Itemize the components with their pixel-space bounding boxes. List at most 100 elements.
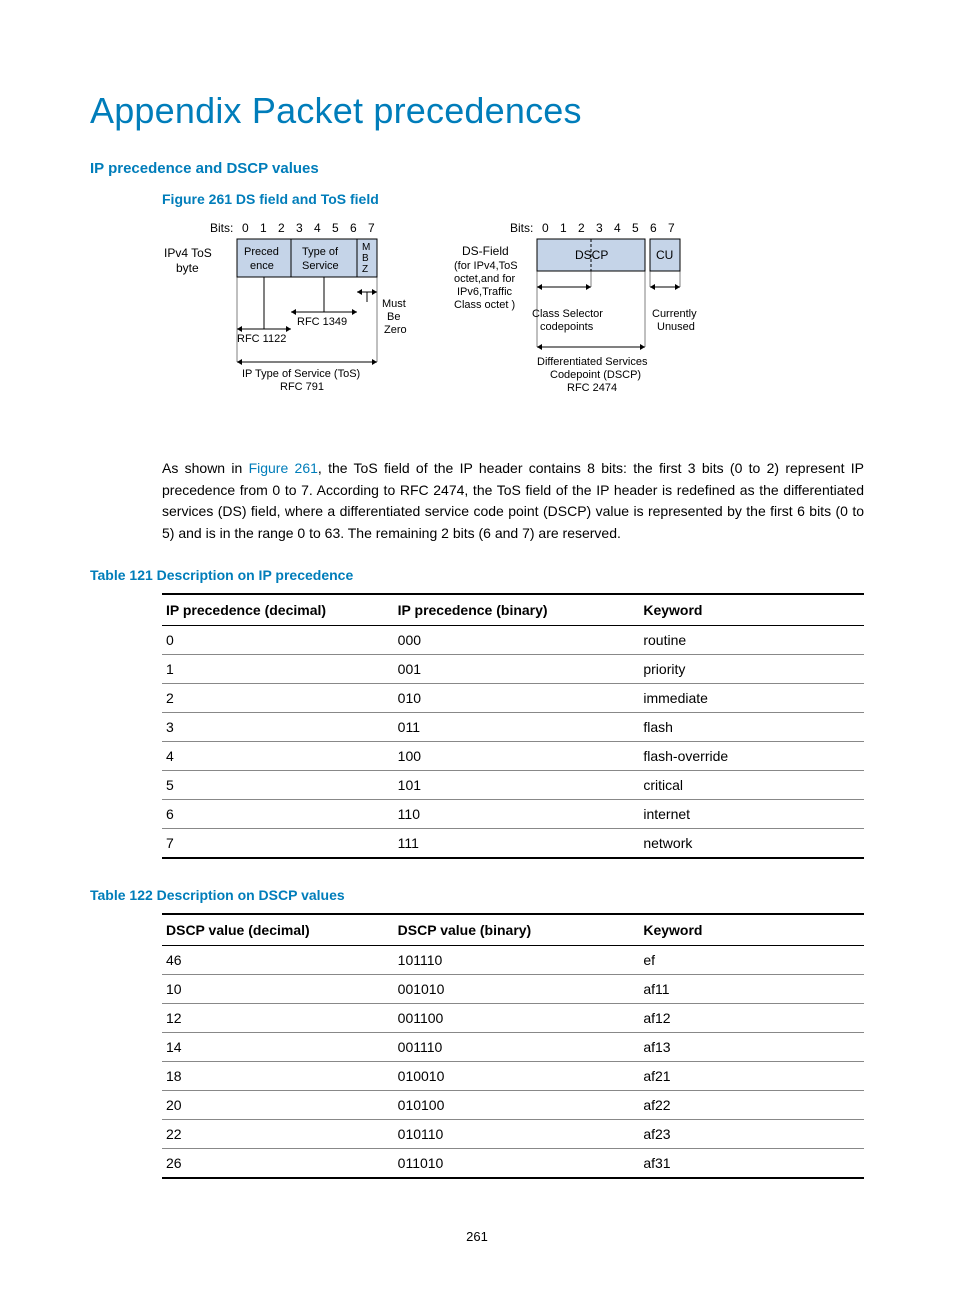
table-row: 22010110af23: [162, 1119, 864, 1148]
svg-text:6: 6: [350, 221, 357, 235]
table-cell: 101: [394, 770, 640, 799]
figure-caption: Figure 261 DS field and ToS field: [162, 191, 864, 207]
para-pre: As shown in: [162, 460, 249, 476]
svg-text:Preced: Preced: [244, 246, 279, 258]
table-121: IP precedence (decimal) IP precedence (b…: [162, 593, 864, 859]
svg-text:CU: CU: [656, 248, 673, 262]
table-cell: internet: [639, 799, 864, 828]
table-cell: 22: [162, 1119, 394, 1148]
table-cell: 010110: [394, 1119, 640, 1148]
table-cell: 001100: [394, 1003, 640, 1032]
col-header: DSCP value (decimal): [162, 914, 394, 946]
page-title: Appendix Packet precedences: [90, 90, 864, 132]
table-cell: 5: [162, 770, 394, 799]
table-cell: af31: [639, 1148, 864, 1178]
svg-text:5: 5: [332, 221, 339, 235]
table-row: 2010immediate: [162, 683, 864, 712]
table-cell: 101110: [394, 945, 640, 974]
svg-text:1: 1: [260, 221, 267, 235]
table-cell: 000: [394, 625, 640, 654]
svg-text:Bits:: Bits:: [210, 221, 233, 235]
svg-text:octet,and for: octet,and for: [454, 273, 515, 285]
table-cell: 26: [162, 1148, 394, 1178]
figure-diagram: Bits: 0 1 2 3 4 5 6 7 IPv4 ToS byte Prec…: [162, 217, 802, 427]
svg-text:7: 7: [368, 221, 375, 235]
figure-link[interactable]: Figure 261: [249, 460, 318, 476]
col-header: IP precedence (binary): [394, 594, 640, 626]
col-header: Keyword: [639, 914, 864, 946]
body-paragraph: As shown in Figure 261, the ToS field of…: [162, 458, 864, 545]
table-row: 4100flash-override: [162, 741, 864, 770]
table-cell: network: [639, 828, 864, 858]
svg-text:byte: byte: [176, 261, 199, 275]
table-cell: 100: [394, 741, 640, 770]
table-row: 0000routine: [162, 625, 864, 654]
svg-text:codepoints: codepoints: [540, 321, 594, 333]
svg-text:2: 2: [278, 221, 285, 235]
figure-261: Figure 261 DS field and ToS field Bits: …: [162, 191, 864, 432]
table-row: 14001110af13: [162, 1032, 864, 1061]
svg-text:5: 5: [632, 221, 639, 235]
col-header: DSCP value (binary): [394, 914, 640, 946]
table-cell: 0: [162, 625, 394, 654]
table-122-caption: Table 122 Description on DSCP values: [90, 887, 864, 903]
svg-text:Zero: Zero: [384, 324, 407, 336]
table-cell: flash-override: [639, 741, 864, 770]
table-cell: af12: [639, 1003, 864, 1032]
svg-text:IPv6,Traffic: IPv6,Traffic: [457, 286, 513, 298]
svg-text:Bits:: Bits:: [510, 221, 533, 235]
col-header: Keyword: [639, 594, 864, 626]
table-cell: 12: [162, 1003, 394, 1032]
table-row: 7111network: [162, 828, 864, 858]
table-cell: af13: [639, 1032, 864, 1061]
table-row: 3011flash: [162, 712, 864, 741]
table-cell: 14: [162, 1032, 394, 1061]
table-row: 12001100af12: [162, 1003, 864, 1032]
svg-text:3: 3: [596, 221, 603, 235]
svg-text:RFC 1122: RFC 1122: [237, 333, 286, 345]
table-121-caption: Table 121 Description on IP precedence: [90, 567, 864, 583]
svg-text:6: 6: [650, 221, 657, 235]
svg-text:3: 3: [296, 221, 303, 235]
svg-text:Differentiated Services: Differentiated Services: [537, 356, 648, 368]
table-cell: 111: [394, 828, 640, 858]
table-cell: af21: [639, 1061, 864, 1090]
svg-text:Class octet ): Class octet ): [454, 299, 515, 311]
svg-text:DSCP: DSCP: [575, 248, 608, 262]
table-cell: af11: [639, 974, 864, 1003]
svg-text:RFC 2474: RFC 2474: [567, 382, 617, 394]
table-cell: af23: [639, 1119, 864, 1148]
svg-text:4: 4: [314, 221, 321, 235]
table-cell: 011010: [394, 1148, 640, 1178]
svg-text:Be: Be: [387, 311, 400, 323]
svg-text:B: B: [362, 253, 369, 264]
svg-text:ence: ence: [250, 260, 274, 272]
table-cell: 20: [162, 1090, 394, 1119]
table-cell: 46: [162, 945, 394, 974]
table-cell: 010010: [394, 1061, 640, 1090]
table-cell: critical: [639, 770, 864, 799]
table-row: 26011010af31: [162, 1148, 864, 1178]
svg-text:Currently: Currently: [652, 308, 697, 320]
svg-text:IP Type of Service (ToS): IP Type of Service (ToS): [242, 368, 360, 380]
table-cell: 4: [162, 741, 394, 770]
svg-text:RFC 791: RFC 791: [280, 381, 324, 393]
table-122: DSCP value (decimal) DSCP value (binary)…: [162, 913, 864, 1179]
svg-text:Service: Service: [302, 260, 339, 272]
table-cell: 110: [394, 799, 640, 828]
table-cell: ef: [639, 945, 864, 974]
table-cell: 001110: [394, 1032, 640, 1061]
table-row: 18010010af21: [162, 1061, 864, 1090]
table-cell: 3: [162, 712, 394, 741]
table-cell: 010100: [394, 1090, 640, 1119]
svg-text:M: M: [362, 242, 370, 253]
svg-text:Type of: Type of: [302, 246, 339, 258]
svg-text:Codepoint (DSCP): Codepoint (DSCP): [550, 369, 641, 381]
svg-text:0: 0: [242, 221, 249, 235]
svg-text:7: 7: [668, 221, 675, 235]
table-row: 20010100af22: [162, 1090, 864, 1119]
table-cell: 10: [162, 974, 394, 1003]
table-row: 46101110ef: [162, 945, 864, 974]
table-row: 10001010af11: [162, 974, 864, 1003]
table-row: 5101critical: [162, 770, 864, 799]
